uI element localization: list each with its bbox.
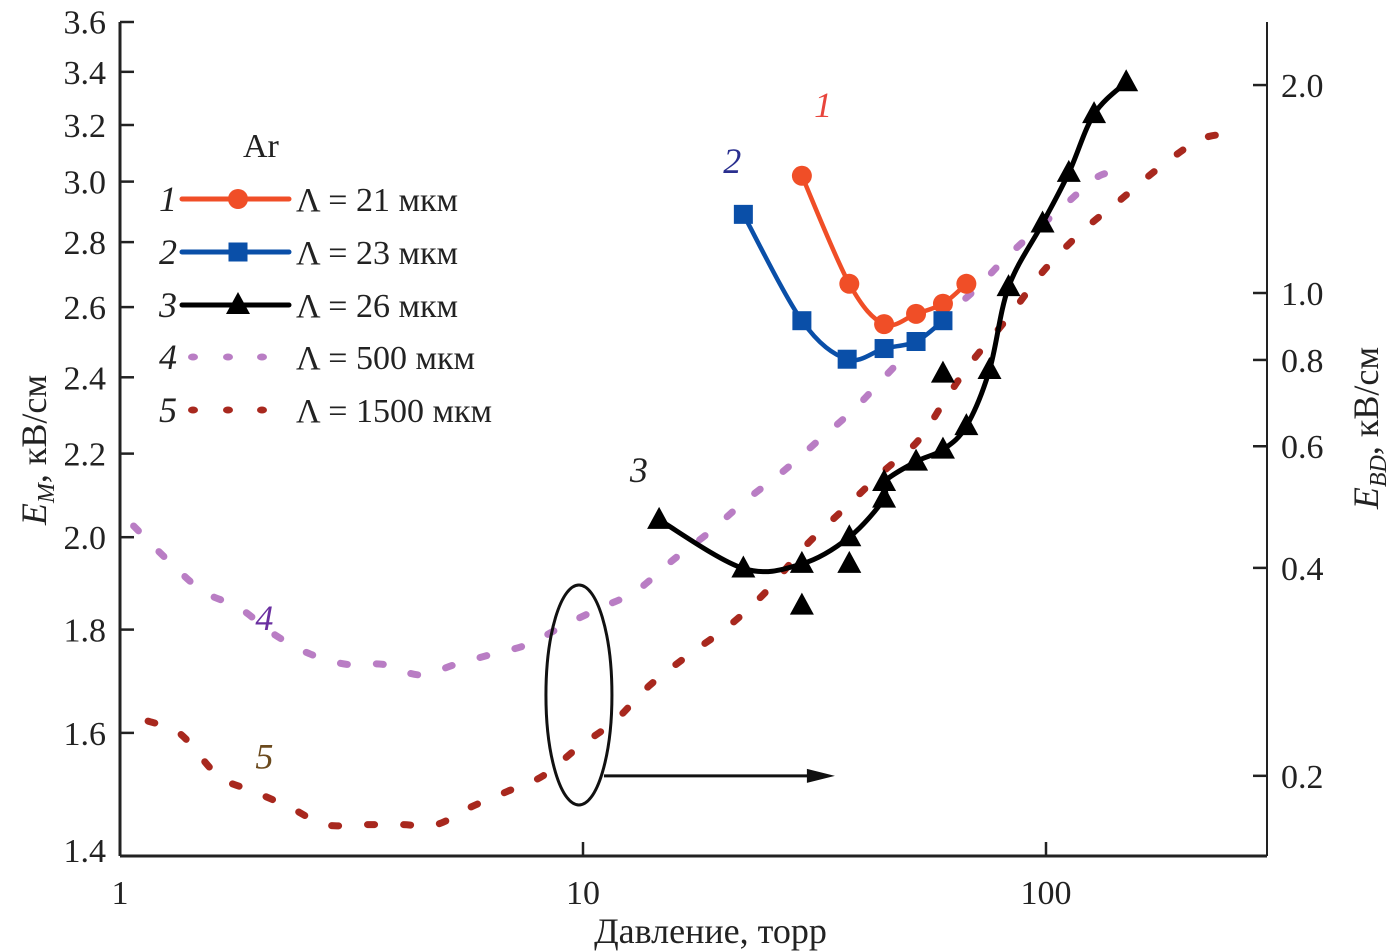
- legend-dot-4: [188, 353, 198, 361]
- series-1-point: [932, 293, 953, 314]
- y-right-tick-label: 0.8: [1281, 343, 1324, 380]
- series-layer: [130, 69, 1237, 830]
- axes: 1.4 1.6 1.8 2.0 2.2 2.4 2.6 2.8 3.0 3.2 3.4 3.6 0.2 0…: [14, 5, 1392, 951]
- y-left-tick-label: 2.2: [64, 437, 107, 474]
- series-3-point: [647, 506, 672, 529]
- series-3-point: [977, 357, 1002, 380]
- curve-label-4: 4: [255, 598, 273, 638]
- series-3-point: [789, 550, 814, 573]
- series-3-extra-point: [789, 592, 814, 615]
- series-3-point: [1056, 159, 1081, 182]
- legend-label-4: Λ = 500 мкм: [296, 340, 475, 377]
- curve-label-2: 2: [723, 141, 741, 181]
- annotation-ellipse: [544, 583, 614, 807]
- legend-dot-5: [188, 406, 198, 414]
- series-3-extra-point: [930, 360, 955, 383]
- legend-number-4: 4: [159, 337, 177, 377]
- y-left-tick-label: 3.4: [64, 55, 107, 92]
- series-2-point: [933, 311, 953, 331]
- series-2-point: [906, 331, 926, 351]
- curve-labels: 1 2 3 4 5: [255, 85, 832, 777]
- series-5-line: [144, 130, 1237, 830]
- legend-title: Ar: [243, 128, 280, 165]
- series-3-point: [954, 413, 979, 436]
- legend-number-3: 3: [158, 285, 177, 325]
- y-left-tick-label: 2.4: [64, 360, 107, 397]
- y-right-tick-label: 0.4: [1281, 551, 1324, 588]
- legend-number-5: 5: [159, 390, 177, 430]
- legend-dot-4: [223, 353, 233, 361]
- y-left-tick-label: 1.4: [64, 833, 107, 870]
- series-3-point: [904, 448, 929, 471]
- series-1-point: [839, 273, 860, 294]
- series-1-point: [791, 165, 812, 186]
- y-axis-right-title: EBD, кВ/см: [1346, 347, 1392, 510]
- series-3-extra-point: [837, 550, 862, 573]
- y-left-tick-label: 3.6: [64, 5, 107, 42]
- series-2-point: [733, 204, 753, 224]
- series-2: [733, 204, 953, 369]
- y-right-tick-label: 0.6: [1281, 429, 1324, 466]
- annotation-arrow-head: [806, 768, 835, 783]
- series-3-point: [1030, 210, 1055, 233]
- series-3-point: [930, 436, 955, 459]
- legend-label-5: Λ = 1500 мкм: [296, 393, 492, 430]
- series-2-point: [792, 311, 812, 331]
- x-tick-label: 1: [112, 875, 129, 912]
- y-right-tick-label: 1.0: [1281, 276, 1324, 313]
- y-axis-left-title: EM, кВ/см: [14, 375, 60, 526]
- series-3-point: [1082, 101, 1107, 124]
- series-1: [791, 165, 977, 335]
- series-3-point: [872, 468, 897, 491]
- series-2-point: [874, 339, 894, 359]
- curve-label-3: 3: [629, 450, 648, 490]
- y-right-tick-label: 0.2: [1281, 759, 1324, 796]
- series-4-line: [130, 167, 1137, 679]
- x-axis-title: Давление, торр: [594, 911, 827, 951]
- series-2-point: [837, 349, 857, 369]
- series-1-point: [906, 303, 927, 324]
- series-1-point: [956, 273, 977, 294]
- series-3-point: [872, 485, 897, 508]
- legend-number-1: 1: [159, 179, 177, 219]
- legend-marker-3: [226, 292, 250, 314]
- legend-marker-1: [228, 189, 248, 209]
- legend-dot-5: [223, 406, 233, 414]
- series-3-point: [996, 274, 1021, 297]
- series-3-point: [731, 555, 756, 578]
- series-1-point: [874, 314, 895, 335]
- series-3: [647, 69, 1139, 615]
- y-left-tick-label: 2.0: [64, 520, 107, 557]
- curve-label-1: 1: [814, 85, 832, 125]
- y-left-tick-label: 2.6: [64, 290, 107, 327]
- legend-marker-2: [228, 242, 248, 262]
- legend-label-2: Λ = 23 мкм: [296, 235, 458, 272]
- x-tick-label: 100: [1021, 875, 1072, 912]
- legend-number-2: 2: [159, 232, 177, 272]
- x-tick-label: 10: [566, 875, 600, 912]
- y-left-tick-label: 1.6: [64, 716, 107, 753]
- y-left-tick-label: 3.0: [64, 165, 107, 202]
- series-4: [130, 167, 1137, 679]
- series-3-point: [837, 524, 862, 547]
- legend-label-1: Λ = 21 мкм: [296, 182, 458, 219]
- series-5: [144, 130, 1237, 830]
- y-left-tick-label: 2.8: [64, 225, 107, 262]
- curve-label-5: 5: [255, 736, 273, 776]
- legend-dot-4: [257, 353, 267, 361]
- annotation: [544, 583, 835, 807]
- legend: Ar 1 Λ = 21 мкм 2 Λ = 23 мкм 3 Λ = 26 мкм 4 Λ = …: [158, 128, 492, 430]
- y-left-tick-label: 1.8: [64, 613, 107, 650]
- legend-dot-5: [257, 406, 267, 414]
- series-3-point: [1114, 69, 1139, 92]
- y-left-tick-label: 3.2: [64, 108, 107, 145]
- y-right-tick-label: 2.0: [1281, 68, 1324, 105]
- legend-label-3: Λ = 26 мкм: [296, 288, 458, 325]
